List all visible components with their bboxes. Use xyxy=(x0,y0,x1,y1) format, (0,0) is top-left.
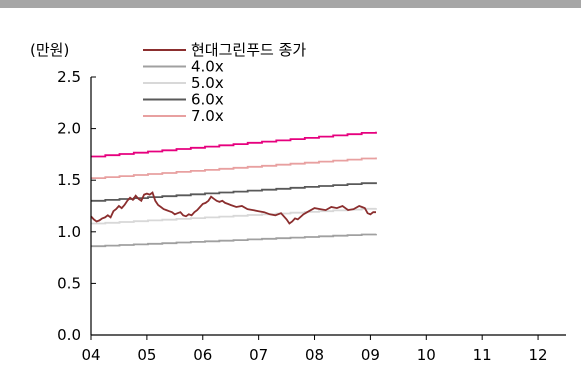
series-group xyxy=(90,131,377,248)
legend: 현대그린푸드 종가4.0x5.0x6.0x7.0x xyxy=(143,41,306,125)
x-tick-label: 04 xyxy=(81,346,100,364)
x-tick-label: 08 xyxy=(305,346,324,364)
y-tick-label: 0.5 xyxy=(57,274,81,292)
x-tick-label: 10 xyxy=(417,346,436,364)
x-tick-label: 11 xyxy=(473,346,492,364)
x-tick-label: 05 xyxy=(137,346,156,364)
series-line-5.0x xyxy=(91,207,377,225)
series-line-7.0x xyxy=(91,157,377,179)
y-tick-label: 1.0 xyxy=(57,223,81,241)
legend-label: 현대그린푸드 종가 xyxy=(191,41,306,59)
series-line-4.0x xyxy=(91,233,377,248)
series-line-현대그린푸드-종가 xyxy=(90,191,376,225)
x-tick-label: 12 xyxy=(529,346,548,364)
x-tick-label: 07 xyxy=(249,346,268,364)
y-tick-label: 2.5 xyxy=(57,68,81,86)
legend-label: 7.0x xyxy=(191,107,224,125)
legend-label: 6.0x xyxy=(191,91,224,109)
legend-label: 5.0x xyxy=(191,74,224,92)
x-tick-label: 06 xyxy=(193,346,212,364)
y-tick-label: 1.5 xyxy=(57,171,81,189)
y-axis-unit-label: (만원) xyxy=(30,41,69,59)
y-tick-label: 2.0 xyxy=(57,120,81,138)
series-line-top-band xyxy=(91,131,377,158)
axes: 0.0 0.5 1.0 1.5 2.0 2.5 04 05 06 07 08 09 10 11 12 xyxy=(57,68,566,364)
y-tick-label: 0.0 xyxy=(57,326,81,344)
x-tick-label: 09 xyxy=(361,346,380,364)
legend-label: 4.0x xyxy=(191,58,224,76)
top-border-bar xyxy=(0,0,581,8)
